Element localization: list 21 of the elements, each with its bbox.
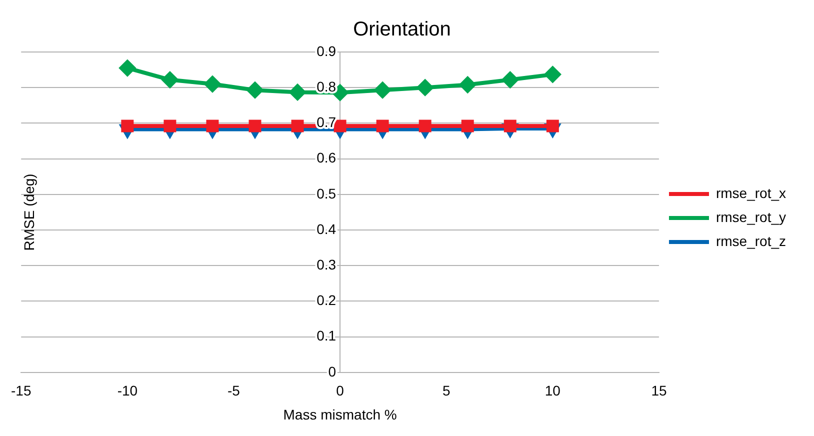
y-tick-label: 0.9	[316, 42, 336, 59]
y-axis-title: RMSE (deg)	[20, 174, 37, 251]
x-tick-label: -10	[117, 382, 138, 399]
x-tick-label: 5	[442, 382, 450, 399]
y-tick-label: 0.3	[316, 256, 336, 272]
y-tick-label: 0	[328, 363, 336, 380]
legend-label: rmse_rot_y	[716, 208, 786, 225]
chart-title: Orientation	[353, 18, 451, 41]
y-tick-label: 0.8	[316, 78, 336, 94]
legend-label: rmse_rot_x	[716, 184, 786, 201]
x-tick-label: -5	[228, 382, 240, 399]
legend-label: rmse_rot_z	[716, 232, 786, 249]
y-tick-label: 0.2	[316, 292, 336, 308]
x-tick-label: 10	[544, 382, 561, 399]
y-tick-label: 0.5	[316, 185, 336, 202]
x-tick-label: 15	[651, 382, 667, 399]
y-tick-label: 0.4	[316, 220, 336, 237]
y-tick-label: 0.1	[316, 328, 336, 344]
y-tick-label: 0.6	[316, 150, 336, 166]
x-axis-title: Mass mismatch %	[283, 406, 397, 422]
x-tick-label: -15	[11, 382, 32, 399]
